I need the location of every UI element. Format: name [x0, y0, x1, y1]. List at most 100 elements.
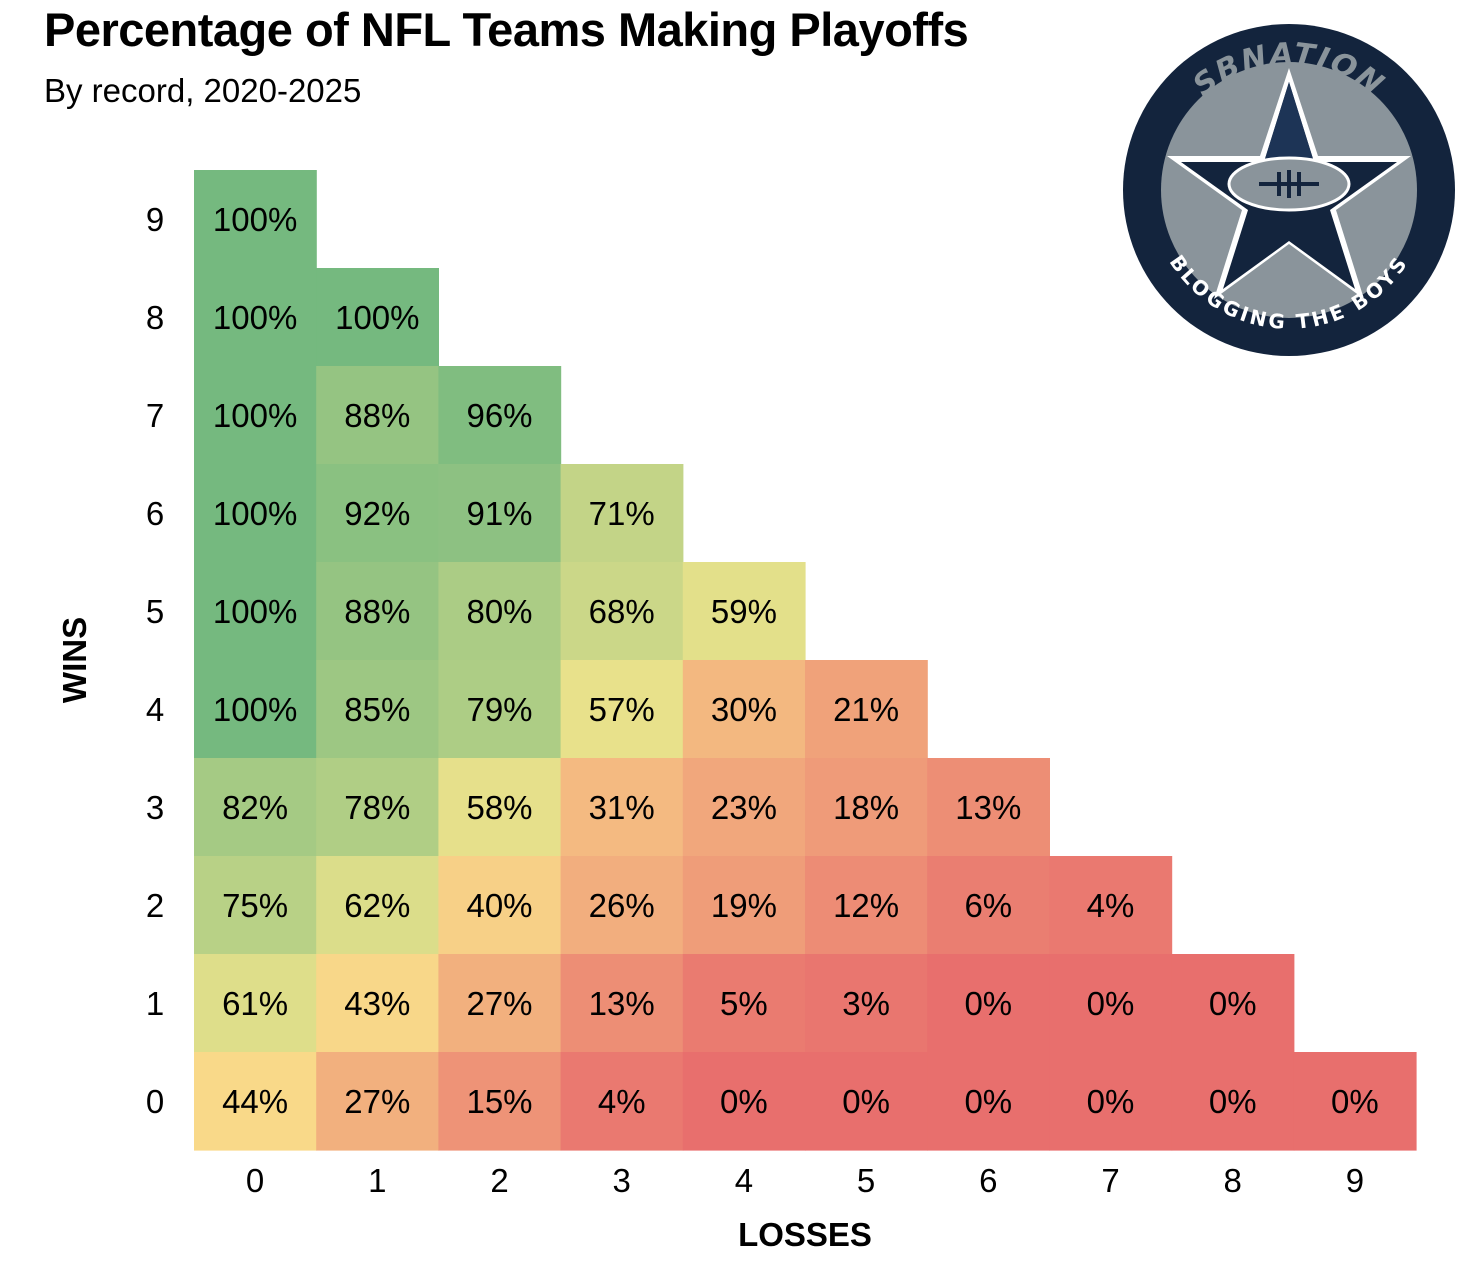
y-tick-label: 8: [146, 299, 164, 336]
heatmap-cell-w3-l6: [927, 758, 1050, 857]
cell-value-label: 0%: [1209, 1083, 1257, 1120]
y-tick-label: 5: [146, 593, 164, 630]
x-tick-label: 6: [979, 1162, 997, 1199]
cell-value-label: 0%: [842, 1083, 890, 1120]
heatmap-cell-w2-l0: [194, 856, 317, 955]
cell-value-label: 80%: [466, 593, 532, 630]
cell-value-label: 59%: [711, 593, 777, 630]
cell-value-label: 68%: [589, 593, 655, 630]
x-tick-label: 0: [246, 1162, 264, 1199]
y-tick-label: 9: [146, 201, 164, 238]
cell-value-label: 71%: [589, 495, 655, 532]
heatmap-cell-w7-l1: [316, 366, 439, 465]
y-axis-ticks: 9 8 7 6 5 4 3 2 1 0: [146, 201, 164, 1120]
cell-value-label: 91%: [466, 495, 532, 532]
heatmap-cell-w1-l1: [316, 954, 439, 1053]
heatmap-cell-w5-l4: [682, 562, 806, 661]
y-tick-label: 2: [146, 887, 164, 924]
cell-value-label: 100%: [213, 397, 297, 434]
x-tick-label: 9: [1346, 1162, 1364, 1199]
heatmap-cell-w6-l1: [316, 464, 439, 563]
cell-value-label: 0%: [720, 1083, 768, 1120]
cell-value-label: 57%: [589, 691, 655, 728]
heatmap-cell-w4-l4: [682, 660, 806, 759]
cell-value-label: 61%: [222, 985, 288, 1022]
heatmap-cell-w2-l2: [438, 856, 562, 955]
cell-value-label: 0%: [1209, 985, 1257, 1022]
heatmap-cell-w0-l6: [927, 1052, 1050, 1151]
heatmap-cell-w1-l8: [1171, 954, 1295, 1053]
heatmap-cell-w0-l7: [1049, 1052, 1173, 1151]
heatmap-cell-w5-l1: [316, 562, 439, 661]
heatmap-cell-w4-l0: [194, 660, 317, 759]
cell-value-label: 27%: [344, 1083, 410, 1120]
cell-value-label: 6%: [964, 887, 1012, 924]
cell-value-label: 13%: [955, 789, 1021, 826]
cell-value-label: 82%: [222, 789, 288, 826]
heatmap-cell-w8-l1: [316, 268, 439, 367]
cell-value-label: 100%: [213, 201, 297, 238]
cell-value-label: 0%: [964, 1083, 1012, 1120]
cell-value-label: 3%: [842, 985, 890, 1022]
heatmap-cell-w3-l1: [316, 758, 439, 857]
y-tick-label: 0: [146, 1083, 164, 1120]
cell-value-label: 18%: [833, 789, 899, 826]
heatmap-cell-w0-l8: [1171, 1052, 1295, 1151]
x-tick-label: 4: [735, 1162, 753, 1199]
cell-value-label: 78%: [344, 789, 410, 826]
cell-value-label: 100%: [335, 299, 419, 336]
heatmap-cell-w1-l4: [682, 954, 806, 1053]
heatmap-cell-w2-l3: [560, 856, 684, 955]
cell-value-label: 96%: [466, 397, 532, 434]
cell-value-label: 44%: [222, 1083, 288, 1120]
cell-value-label: 19%: [711, 887, 777, 924]
heatmap-cell-w0-l4: [682, 1052, 806, 1151]
cell-value-label: 0%: [1087, 985, 1135, 1022]
heatmap-cell-w3-l2: [438, 758, 562, 857]
x-axis-ticks: 0 1 2 3 4 5 6 7 8 9: [246, 1162, 1364, 1199]
heatmap-cell-w3-l4: [682, 758, 806, 857]
heatmap-cell-w0-l3: [560, 1052, 684, 1151]
heatmap-cell-w4-l2: [438, 660, 562, 759]
blogging-the-boys-logo: SBNATION BLOGGING THE BOYS: [1123, 24, 1455, 356]
cell-value-label: 0%: [1331, 1083, 1379, 1120]
x-tick-label: 8: [1224, 1162, 1242, 1199]
x-tick-label: 1: [368, 1162, 386, 1199]
cell-value-label: 62%: [344, 887, 410, 924]
heatmap-cell-w3-l3: [560, 758, 684, 857]
heatmap-cell-w4-l5: [805, 660, 928, 759]
cell-value-label: 58%: [466, 789, 532, 826]
cell-value-label: 4%: [598, 1083, 646, 1120]
heatmap-cell-w1-l6: [927, 954, 1050, 1053]
heatmap-cell-w4-l1: [316, 660, 439, 759]
cell-value-label: 27%: [466, 985, 532, 1022]
heatmap-cell-w7-l2: [438, 366, 562, 465]
y-tick-label: 6: [146, 495, 164, 532]
heatmap-cell-w5-l0: [194, 562, 317, 661]
cell-value-label: 30%: [711, 691, 777, 728]
cell-value-label: 0%: [1087, 1083, 1135, 1120]
heatmap-cell-w6-l0: [194, 464, 317, 563]
heatmap-cell-w2-l5: [805, 856, 928, 955]
heatmap-cell-w1-l2: [438, 954, 562, 1053]
heatmap-cell-w0-l5: [805, 1052, 928, 1151]
y-axis-title: WINS: [56, 617, 93, 703]
heatmap-cell-w0-l9: [1293, 1052, 1417, 1151]
cell-value-label: 0%: [964, 985, 1012, 1022]
cell-value-label: 75%: [222, 887, 288, 924]
heatmap-cell-w9-l0: [194, 170, 317, 269]
heatmap-cell-w2-l1: [316, 856, 439, 955]
cell-value-label: 100%: [213, 691, 297, 728]
heatmap-cell-w2-l7: [1049, 856, 1173, 955]
cell-value-label: 21%: [833, 691, 899, 728]
heatmap-cells: 100% 100% 100% 100% 88% 96% 100% 92% 91% 71% 100% 8…: [194, 170, 1417, 1151]
x-axis-title: LOSSES: [738, 1216, 872, 1253]
heatmap-cell-w1-l3: [560, 954, 684, 1053]
y-tick-label: 4: [146, 691, 164, 728]
heatmap-cell-w1-l5: [805, 954, 928, 1053]
cell-value-label: 15%: [466, 1083, 532, 1120]
cell-value-label: 79%: [466, 691, 532, 728]
cell-value-label: 23%: [711, 789, 777, 826]
heatmap-cell-w7-l0: [194, 366, 317, 465]
